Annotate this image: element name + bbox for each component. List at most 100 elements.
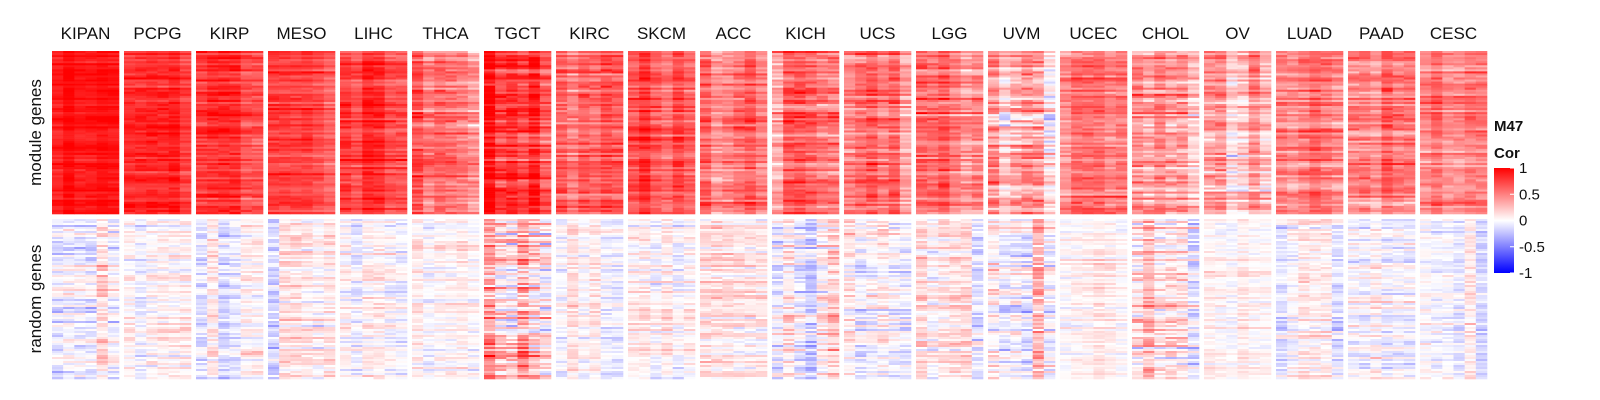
heatmap-cell [396,82,407,84]
heatmap-cell [180,143,191,145]
heatmap-cell [340,319,351,321]
heatmap-cell [230,247,241,249]
heatmap-cell [196,225,207,227]
heatmap-cell [86,337,97,339]
heatmap-cell [396,283,407,285]
heatmap-cell [230,192,241,194]
heatmap-cell [324,283,335,285]
heatmap-cell [63,185,74,187]
heatmap-cell [124,333,135,335]
heatmap-cell [290,188,301,190]
heatmap-cell [396,323,407,325]
heatmap-cell [302,100,313,102]
heatmap-cell [340,283,351,285]
heatmap-cell [374,261,385,263]
heatmap-cell [290,341,301,343]
heatmap-cell [97,194,108,196]
heatmap-cell [124,301,135,303]
heatmap-cell [385,208,396,210]
heatmap-cell [313,273,324,275]
heatmap-cell [218,245,229,247]
heatmap-cell [396,151,407,153]
heatmap-cell [396,153,407,155]
heatmap-cell [146,219,157,221]
heatmap-cell [108,315,119,317]
heatmap-cell [279,253,290,255]
heatmap-cell [351,124,362,126]
heatmap-cell [362,349,373,351]
heatmap-cell [108,365,119,367]
heatmap-cell [230,204,241,206]
heatmap-cell [279,118,290,120]
heatmap-cell [268,233,279,235]
heatmap-cell [362,200,373,202]
heatmap-cell [135,181,146,183]
heatmap-cell [351,377,362,379]
heatmap-cell [279,339,290,341]
heatmap-cell [340,92,351,94]
heatmap-cell [313,118,324,120]
heatmap-cell [302,325,313,327]
heatmap-cell [180,325,191,327]
heatmap-cell [158,357,169,359]
heatmap-cell [52,69,63,71]
heatmap-cell [324,373,335,375]
heatmap-cell [396,223,407,225]
heatmap-cell [290,165,301,167]
heatmap-cell [146,313,157,315]
heatmap-cell [351,313,362,315]
heatmap-cell [124,289,135,291]
heatmap-cell [434,104,445,106]
heatmap-cell [362,212,373,214]
heatmap-cell [169,110,180,112]
heatmap-cell [74,181,85,183]
heatmap-cell [196,299,207,301]
heatmap-cell [196,77,207,79]
heatmap-cell [324,371,335,373]
heatmap-cell [196,343,207,345]
heatmap-cell [86,233,97,235]
heatmap-cell [302,106,313,108]
heatmap-cell [241,309,252,311]
heatmap-cell [74,359,85,361]
heatmap-cell [180,227,191,229]
heatmap-cell [302,175,313,177]
heatmap-cell [52,80,63,82]
heatmap-cell [52,135,63,137]
heatmap-cell [385,369,396,371]
heatmap-cell [252,249,263,251]
heatmap-cell [279,57,290,59]
heatmap-cell [124,110,135,112]
heatmap-cell [362,202,373,204]
heatmap-cell [74,163,85,165]
heatmap-cell [135,283,146,285]
heatmap-cell [158,194,169,196]
heatmap-cell [63,361,74,363]
heatmap-cell [241,305,252,307]
heatmap-cell [146,243,157,245]
heatmap-cell [290,259,301,261]
heatmap-cell [313,149,324,151]
heatmap-cell [241,377,252,379]
heatmap-cell [302,295,313,297]
heatmap-cell [374,323,385,325]
heatmap-cell [124,307,135,309]
heatmap-cell [52,92,63,94]
heatmap-cell [302,289,313,291]
heatmap-cell [396,267,407,269]
heatmap-cell [324,120,335,122]
heatmap-cell [108,179,119,181]
heatmap-cell [180,319,191,321]
heatmap-cell [252,305,263,307]
heatmap-cell [313,94,324,96]
heatmap-cell [86,261,97,263]
heatmap-cell [196,122,207,124]
heatmap-cell [362,192,373,194]
heatmap-cell [63,349,74,351]
heatmap-cell [124,183,135,185]
heatmap-cell [52,339,63,341]
heatmap-cell [279,305,290,307]
heatmap-cell [252,271,263,273]
heatmap-cell [108,263,119,265]
heatmap-cell [158,108,169,110]
